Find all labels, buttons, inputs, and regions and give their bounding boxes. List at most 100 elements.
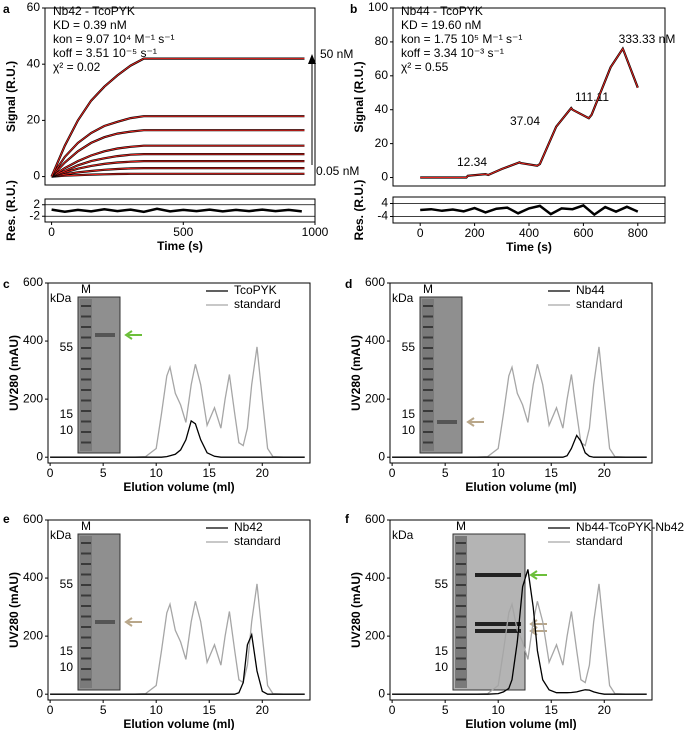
- gel-arrow: [529, 570, 547, 580]
- y-tick-label: 20: [27, 113, 41, 127]
- gel-band: [81, 399, 91, 402]
- x-tick-label: 0: [389, 466, 396, 480]
- gel-band: [456, 626, 466, 628]
- x-tick-label: 1000: [302, 225, 329, 239]
- annotation: KD = 19.60 nM: [401, 18, 481, 32]
- series-line: [51, 160, 305, 178]
- y-tick-label: 200: [23, 628, 43, 642]
- gel-band: [81, 336, 91, 339]
- x-tick-label: 15: [203, 466, 217, 480]
- panel: d 0 200 400 600 0 5 10 15 20 UV280 (mAU) Elution vo…: [345, 275, 653, 494]
- series-line: [392, 346, 647, 458]
- y-tick-label: 600: [365, 512, 385, 526]
- gel-marker-label: 10: [60, 660, 74, 674]
- legend-label: Nb44-TcoPYK-Nb42: [576, 520, 684, 534]
- y-tick-label: 4: [381, 196, 388, 210]
- gel-arrow: [124, 617, 142, 627]
- gel-band: [81, 626, 91, 628]
- y-axis-label: UV280 (mAU): [7, 572, 21, 648]
- y-tick-label: 0: [378, 449, 385, 463]
- series-line: [51, 207, 302, 214]
- gel-band: [81, 441, 91, 444]
- annotation: Nb42 - TcoPYK: [53, 4, 135, 18]
- legend-label: standard: [234, 534, 281, 548]
- gel-unit: kDa: [392, 291, 414, 305]
- gel-lane-label: M: [81, 282, 91, 296]
- series-line: [51, 153, 305, 178]
- x-tick-label: 10: [150, 466, 164, 480]
- annotation: koff = 3.51 10⁻⁵ s⁻¹: [53, 46, 157, 60]
- x-axis-label: Elution volume (ml): [465, 717, 576, 730]
- gel-unit: kDa: [50, 291, 72, 305]
- gel-band: [81, 615, 91, 618]
- y-axis-label: Res. (R.U.): [352, 180, 366, 241]
- y-tick-label: 40: [375, 102, 389, 116]
- gel-band: [456, 657, 466, 660]
- gel-marker-lane: [80, 299, 92, 451]
- gel-band: [423, 378, 433, 381]
- x-tick-label: 0: [47, 703, 54, 717]
- gel-marker-lane: [422, 299, 434, 451]
- x-tick-label: 0: [389, 703, 396, 717]
- x-tick-label: 20: [598, 703, 612, 717]
- gel-arrow: [466, 417, 484, 427]
- x-tick-label: 15: [545, 703, 559, 717]
- y-tick-label: 0: [36, 686, 43, 700]
- annotation: χ² = 0.02: [53, 60, 101, 74]
- y-axis-label: UV280 (mAU): [349, 572, 363, 648]
- legend-label: Nb44: [576, 283, 605, 297]
- gel-marker-lane: [455, 536, 467, 688]
- y-tick-label: -4: [377, 209, 388, 223]
- panel-label: b: [350, 2, 357, 16]
- x-tick-label: 5: [442, 466, 449, 480]
- gel-band: [423, 347, 433, 349]
- panel: b 0 20 40 60 80 100 Signal (R.U.) Nb44 - TcoPYKK…: [350, 0, 675, 187]
- gel-band: [423, 336, 433, 339]
- series-line: [51, 167, 305, 178]
- x-axis-label: Time (s): [157, 239, 203, 253]
- concentration-label: 0.05 nM: [316, 164, 359, 178]
- series-line: [51, 129, 305, 177]
- gel-marker-label: 15: [402, 407, 416, 421]
- annotation: KD = 0.39 nM: [53, 18, 127, 32]
- gel-marker-lane: [80, 536, 92, 688]
- gel-band: [81, 678, 91, 681]
- gel-band: [81, 431, 91, 433]
- gel-marker-label: 15: [60, 407, 74, 421]
- series-line: [50, 632, 305, 695]
- panel: 4-4 0 200 400 600 800 Res. (R.U.) Time (s): [352, 180, 666, 254]
- gel-band: [423, 431, 433, 433]
- y-tick-label: 200: [365, 628, 385, 642]
- series-line: [50, 419, 305, 458]
- gel-unit: kDa: [50, 528, 72, 542]
- gel-band: [81, 636, 91, 639]
- x-tick-label: 0: [47, 466, 54, 480]
- gel-marker-label: 15: [435, 644, 449, 658]
- y-tick-label: 0: [33, 169, 40, 183]
- gel-marker-label: 55: [402, 340, 416, 354]
- y-tick-label: 400: [23, 333, 43, 347]
- x-tick-label: 10: [492, 703, 506, 717]
- y-tick-label: 80: [375, 34, 389, 48]
- gel-band: [81, 305, 91, 307]
- gel-band: [81, 584, 91, 586]
- y-tick-label: 20: [375, 136, 389, 150]
- y-tick-label: 600: [23, 512, 43, 526]
- y-tick-label: 60: [27, 0, 41, 14]
- panel-label: e: [3, 512, 10, 526]
- gel-band: [456, 647, 466, 649]
- x-tick-label: 5: [100, 703, 107, 717]
- gel-marker-label: 10: [60, 423, 74, 437]
- gel-band: [423, 368, 433, 370]
- gel-band: [81, 594, 91, 597]
- concentration-label: 111.11: [575, 90, 609, 104]
- gel-band: [423, 399, 433, 402]
- panel: f 0 200 400 600 0 5 10 15 20 UV280 (mAU) Elution vo…: [345, 512, 684, 730]
- x-tick-label: 600: [573, 226, 593, 240]
- x-axis-label: Time (s): [506, 240, 552, 254]
- y-axis-label: UV280 (mAU): [7, 335, 21, 411]
- series-line: [50, 346, 305, 458]
- y-axis-label: Res. (R.U.): [4, 180, 18, 241]
- gel-band: [81, 563, 91, 565]
- gel-band: [456, 573, 466, 576]
